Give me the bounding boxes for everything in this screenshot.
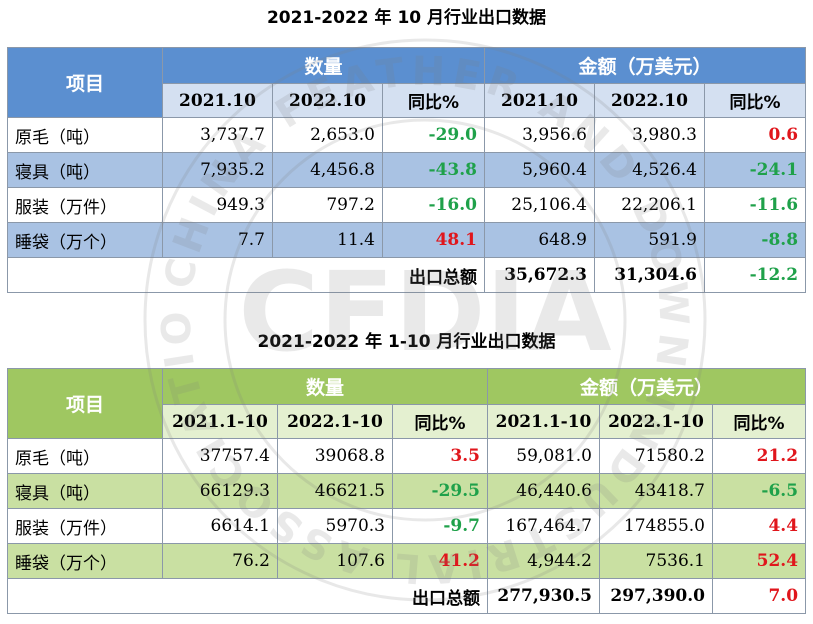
quantity-2021: 37757.4 <box>162 438 278 474</box>
total-amount-2021: 277,930.5 <box>487 578 600 614</box>
table-row: 原毛（吨） 3,737.7 2,653.0 -29.0 3,956.6 3,98… <box>7 117 807 153</box>
quantity-2021: 3,737.7 <box>162 117 273 153</box>
subheader-q-yoy: 同比% <box>392 404 488 439</box>
quantity-yoy: 3.5 <box>392 438 488 474</box>
monthly-export-table: 项目 数量 金额（万美元） 2021.10 2022.10 同比% 2021.1… <box>7 47 807 293</box>
quantity-yoy: -9.7 <box>392 508 488 544</box>
total-row: 出口总额 35,672.3 31,304.6 -12.2 <box>7 257 807 293</box>
quantity-group-header: 数量 <box>162 368 488 405</box>
quantity-group-header: 数量 <box>162 47 485 84</box>
amount-yoy: -11.6 <box>703 187 807 223</box>
subheader-a-2021: 2021.1-10 <box>487 404 600 439</box>
quantity-2022: 4,456.8 <box>272 152 383 188</box>
total-amount-2022: 31,304.6 <box>594 257 705 293</box>
subheader-q-2021: 2021.10 <box>162 83 273 118</box>
quantity-2022: 11.4 <box>272 222 383 258</box>
amount-2021: 648.9 <box>484 222 595 258</box>
total-amount-yoy: 7.0 <box>711 578 807 614</box>
amount-2022: 71580.2 <box>599 438 713 474</box>
quantity-2021: 949.3 <box>162 187 273 223</box>
quantity-2021: 76.2 <box>162 543 278 579</box>
quantity-2021: 7,935.2 <box>162 152 273 188</box>
subheader-a-2021: 2021.10 <box>484 83 595 118</box>
table-row: 寝具（吨） 7,935.2 4,456.8 -43.8 5,960.4 4,52… <box>7 152 807 188</box>
amount-yoy: -6.5 <box>711 473 807 509</box>
quantity-yoy: -16.0 <box>382 187 485 223</box>
quantity-yoy: -29.5 <box>392 473 488 509</box>
subheader-a-2022: 2022.1-10 <box>599 404 713 439</box>
amount-2021: 25,106.4 <box>484 187 595 223</box>
table-row: 寝具（吨） 66129.3 46621.5 -29.5 46,440.6 434… <box>7 473 807 509</box>
row-item: 服装（万件） <box>7 187 163 223</box>
row-item: 原毛（吨） <box>7 117 163 153</box>
table2-title: 2021-2022 年 1-10 月行业出口数据 <box>257 332 556 352</box>
quantity-yoy: 41.2 <box>392 543 488 579</box>
amount-group-header: 金额（万美元） <box>483 47 807 84</box>
amount-2021: 4,944.2 <box>487 543 600 579</box>
item-header: 项目 <box>7 368 163 439</box>
quantity-yoy: -43.8 <box>382 152 485 188</box>
quantity-2022: 5970.3 <box>277 508 393 544</box>
quantity-2022: 46621.5 <box>277 473 393 509</box>
table1-title: 2021-2022 年 10 月行业出口数据 <box>266 8 547 28</box>
total-row: 出口总额 277,930.5 297,390.0 7.0 <box>7 578 807 614</box>
amount-2022: 7536.1 <box>599 543 713 579</box>
amount-2022: 174855.0 <box>599 508 713 544</box>
quantity-2021: 6614.1 <box>162 508 278 544</box>
amount-group-header: 金额（万美元） <box>486 368 807 405</box>
amount-yoy: 0.6 <box>703 117 807 153</box>
table-row: 原毛（吨） 37757.4 39068.8 3.5 59,081.0 71580… <box>7 438 807 474</box>
quantity-2022: 107.6 <box>277 543 393 579</box>
cumulative-export-table: 项目 数量 金额（万美元） 2021.1-10 2022.1-10 同比% 20… <box>7 368 807 614</box>
quantity-2022: 2,653.0 <box>272 117 383 153</box>
amount-2021: 3,956.6 <box>484 117 595 153</box>
amount-2022: 591.9 <box>594 222 705 258</box>
subheader-q-2022: 2022.1-10 <box>277 404 393 439</box>
total-label: 出口总额 <box>7 257 485 293</box>
subheader-a-yoy: 同比% <box>703 83 807 118</box>
quantity-2021: 66129.3 <box>162 473 278 509</box>
quantity-2022: 797.2 <box>272 187 383 223</box>
subheader-q-yoy: 同比% <box>382 83 485 118</box>
quantity-2021: 7.7 <box>162 222 273 258</box>
amount-2022: 3,980.3 <box>594 117 705 153</box>
row-item: 原毛（吨） <box>7 438 163 474</box>
amount-2021: 59,081.0 <box>487 438 600 474</box>
quantity-yoy: 48.1 <box>382 222 485 258</box>
subheader-a-2022: 2022.10 <box>594 83 705 118</box>
amount-yoy: 4.4 <box>711 508 807 544</box>
amount-yoy: -24.1 <box>703 152 807 188</box>
table-row: 服装（万件） 6614.1 5970.3 -9.7 167,464.7 1748… <box>7 508 807 544</box>
subheader-q-2022: 2022.10 <box>272 83 383 118</box>
row-item: 寝具（吨） <box>7 473 163 509</box>
table-row: 服装（万件） 949.3 797.2 -16.0 25,106.4 22,206… <box>7 187 807 223</box>
row-item: 寝具（吨） <box>7 152 163 188</box>
amount-2022: 22,206.1 <box>594 187 705 223</box>
amount-yoy: 52.4 <box>711 543 807 579</box>
amount-2022: 43418.7 <box>599 473 713 509</box>
amount-2021: 5,960.4 <box>484 152 595 188</box>
amount-2022: 4,526.4 <box>594 152 705 188</box>
total-amount-2021: 35,672.3 <box>484 257 595 293</box>
table-row: 睡袋（万个） 7.7 11.4 48.1 648.9 591.9 -8.8 <box>7 222 807 258</box>
quantity-2022: 39068.8 <box>277 438 393 474</box>
row-item: 睡袋（万个） <box>7 222 163 258</box>
amount-2021: 167,464.7 <box>487 508 600 544</box>
total-label: 出口总额 <box>7 578 488 614</box>
amount-2021: 46,440.6 <box>487 473 600 509</box>
item-header: 项目 <box>7 47 163 118</box>
subheader-a-yoy: 同比% <box>711 404 807 439</box>
row-item: 服装（万件） <box>7 508 163 544</box>
total-amount-yoy: -12.2 <box>703 257 807 293</box>
amount-yoy: 21.2 <box>711 438 807 474</box>
table-row: 睡袋（万个） 76.2 107.6 41.2 4,944.2 7536.1 52… <box>7 543 807 579</box>
row-item: 睡袋（万个） <box>7 543 163 579</box>
amount-yoy: -8.8 <box>703 222 807 258</box>
subheader-q-2021: 2021.1-10 <box>162 404 278 439</box>
quantity-yoy: -29.0 <box>382 117 485 153</box>
total-amount-2022: 297,390.0 <box>599 578 713 614</box>
